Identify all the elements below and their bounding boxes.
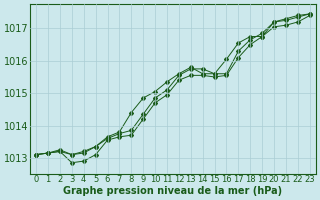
X-axis label: Graphe pression niveau de la mer (hPa): Graphe pression niveau de la mer (hPa) bbox=[63, 186, 283, 196]
